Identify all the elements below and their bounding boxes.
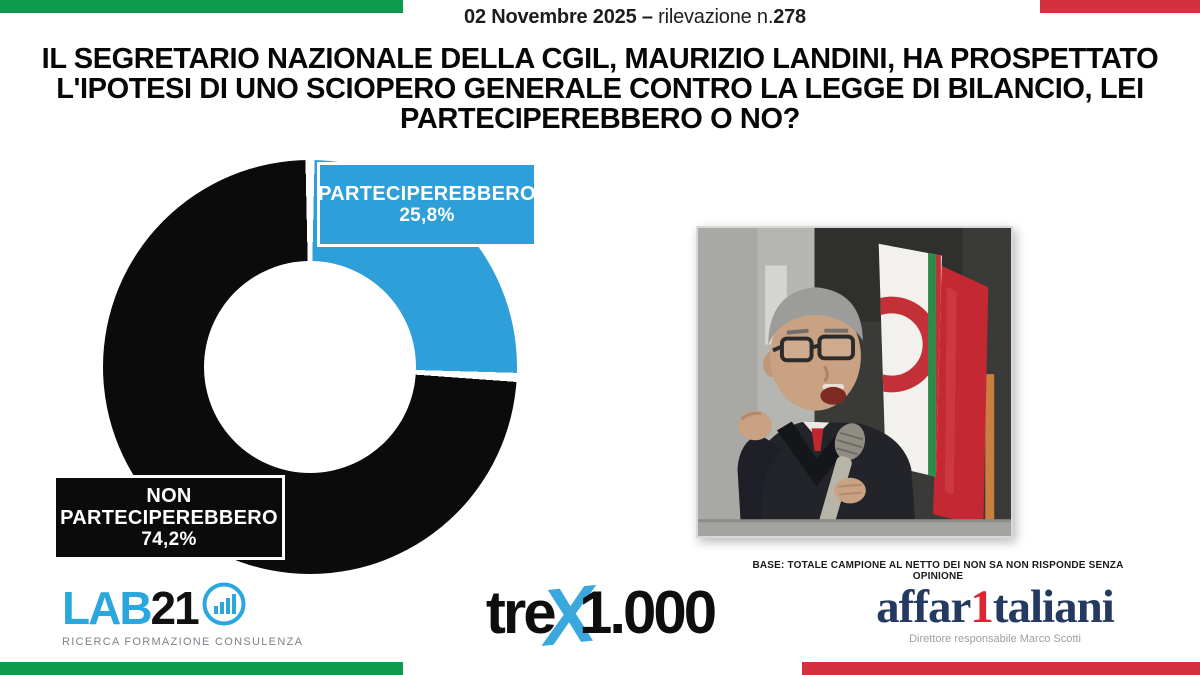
sample-base-note: BASE: TOTALE CAMPIONE AL NETTO DEI NON S… [752,560,1124,582]
flag-pole [985,374,995,536]
flag-bar-top-red [1040,0,1200,13]
callout-non-partecipano: NON PARTECIPEREBBERO 74,2% [53,475,285,560]
question-line-1: IL SEGRETARIO NAZIONALE DELLA CGIL, MAUR… [41,43,1159,75]
landini-figure [737,287,917,536]
affaritaliani-logo: affar1taliani Direttore responsabile Mar… [800,581,1190,646]
donut-hole [204,261,416,473]
survey-date: 02 Novembre 2025 – [464,6,653,28]
callout-yes-value: 25,8% [399,204,455,226]
callout-partecipano: PARTECIPEREBBERO 25,8% [317,162,537,247]
lab21-text-lab: LAB [62,581,153,634]
trex-text-1000: 1.000 [578,579,717,646]
survey-number: 278 [773,6,806,28]
survey-date-line: 02 Novembre 2025 – rilevazione n.278 [0,6,1200,29]
flag-bar-bottom-red [802,662,1200,675]
lab21-logo: LAB 21 RICERCA FORMAZIONE CONSULENZA [62,581,312,648]
poll-question: IL SEGRETARIO NAZIONALE DELLA CGIL, MAUR… [0,44,1200,134]
callout-yes-label: PARTECIPEREBBERO [318,182,536,205]
affari-text-affar: affar [876,581,971,633]
landini-photo-illustration [698,228,1011,536]
lab21-text-21: 21 [150,581,200,634]
trex1000-logo: treX1.000 [440,568,760,662]
affari-director-line: Direttore responsabile Marco Scotti [909,633,1081,645]
white-red-flag [878,243,942,477]
callout-no-label-line2: PARTECIPEREBBERO [60,506,278,529]
flag-bar-bottom-green [0,662,403,675]
callout-no-value: 74,2% [141,528,197,550]
landini-photo [696,226,1013,538]
survey-label: rilevazione n. [652,6,774,28]
question-line-3: PARTECIPEREBBERO O NO? [400,103,800,135]
flag-bar-top-green [0,0,403,13]
lab21-tagline: RICERCA FORMAZIONE CONSULENZA [62,636,304,648]
affari-red-one: 1 [970,581,993,633]
red-flag [932,265,989,527]
question-line-2: L'IPOTESI DI UNO SCIOPERO GENERALE CONTR… [56,73,1144,105]
callout-no-label-line1: NON [146,484,192,507]
affari-text-taliani: taliani [992,581,1115,633]
bar-chart-circle-icon [201,581,247,634]
trex-text-tre: tre [485,579,557,646]
